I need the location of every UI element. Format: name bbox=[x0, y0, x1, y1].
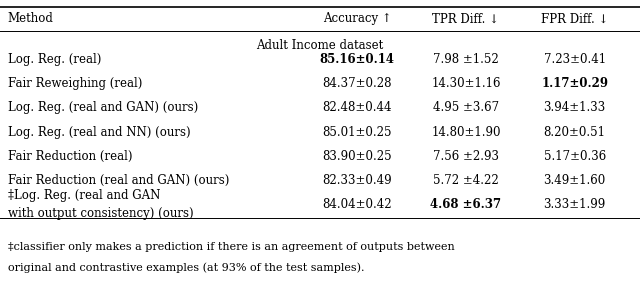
Text: FPR Diff. ↓: FPR Diff. ↓ bbox=[541, 12, 609, 25]
Text: 84.04±0.42: 84.04±0.42 bbox=[323, 198, 392, 211]
Text: Log. Reg. (real and NN) (ours): Log. Reg. (real and NN) (ours) bbox=[8, 126, 190, 139]
Text: 83.90±0.25: 83.90±0.25 bbox=[323, 150, 392, 163]
Text: TPR Diff. ↓: TPR Diff. ↓ bbox=[433, 12, 499, 25]
Text: 14.30±1.16: 14.30±1.16 bbox=[431, 77, 500, 90]
Text: 82.48±0.44: 82.48±0.44 bbox=[323, 101, 392, 114]
Text: Method: Method bbox=[8, 12, 54, 25]
Text: Log. Reg. (real and GAN) (ours): Log. Reg. (real and GAN) (ours) bbox=[8, 101, 198, 114]
Text: 3.49±1.60: 3.49±1.60 bbox=[543, 174, 606, 187]
Text: 1.17±0.29: 1.17±0.29 bbox=[541, 77, 608, 90]
Text: 5.17±0.36: 5.17±0.36 bbox=[543, 150, 606, 163]
Text: 3.33±1.99: 3.33±1.99 bbox=[543, 198, 606, 211]
Text: 14.80±1.90: 14.80±1.90 bbox=[431, 126, 500, 139]
Text: 5.72 ±4.22: 5.72 ±4.22 bbox=[433, 174, 499, 187]
Text: 85.16±0.14: 85.16±0.14 bbox=[319, 53, 395, 66]
Text: ‡Log. Reg. (real and GAN: ‡Log. Reg. (real and GAN bbox=[8, 189, 160, 202]
Text: Fair Reduction (real and GAN) (ours): Fair Reduction (real and GAN) (ours) bbox=[8, 174, 229, 187]
Text: 7.56 ±2.93: 7.56 ±2.93 bbox=[433, 150, 499, 163]
Text: Adult Income dataset: Adult Income dataset bbox=[257, 39, 383, 52]
Text: Log. Reg. (real): Log. Reg. (real) bbox=[8, 53, 101, 66]
Text: Accuracy ↑: Accuracy ↑ bbox=[323, 12, 392, 25]
Text: Fair Reweighing (real): Fair Reweighing (real) bbox=[8, 77, 142, 90]
Text: Fair Reduction (real): Fair Reduction (real) bbox=[8, 150, 132, 163]
Text: 82.33±0.49: 82.33±0.49 bbox=[323, 174, 392, 187]
Text: ‡classifier only makes a prediction if there is an agreement of outputs between: ‡classifier only makes a prediction if t… bbox=[8, 242, 454, 252]
Text: 4.68 ±6.37: 4.68 ±6.37 bbox=[430, 198, 502, 211]
Text: 7.23±0.41: 7.23±0.41 bbox=[543, 53, 606, 66]
Text: 3.94±1.33: 3.94±1.33 bbox=[543, 101, 606, 114]
Text: 4.95 ±3.67: 4.95 ±3.67 bbox=[433, 101, 499, 114]
Text: with output consistency) (ours): with output consistency) (ours) bbox=[8, 207, 193, 220]
Text: 7.98 ±1.52: 7.98 ±1.52 bbox=[433, 53, 499, 66]
Text: 8.20±0.51: 8.20±0.51 bbox=[544, 126, 605, 139]
Text: original and contrastive examples (at 93% of the test samples).: original and contrastive examples (at 93… bbox=[8, 263, 364, 273]
Text: 84.37±0.28: 84.37±0.28 bbox=[323, 77, 392, 90]
Text: 85.01±0.25: 85.01±0.25 bbox=[323, 126, 392, 139]
